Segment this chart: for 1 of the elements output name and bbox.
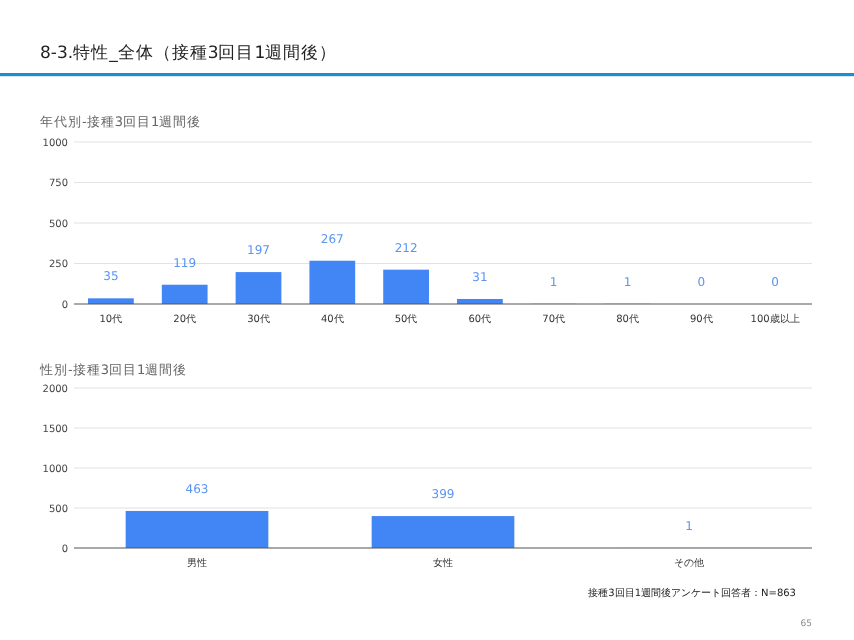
chart-title: 8-3.特性_全体（接種3回目1週間後）	[40, 42, 338, 64]
